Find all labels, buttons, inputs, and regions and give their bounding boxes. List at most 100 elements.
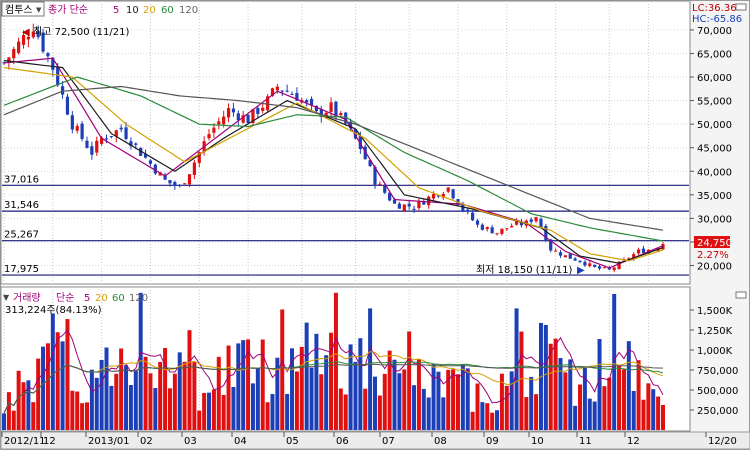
x-tick-label: 02 bbox=[140, 436, 153, 447]
candle-body bbox=[544, 225, 548, 242]
candle-body bbox=[539, 218, 543, 228]
volume-bar bbox=[45, 343, 50, 430]
candle-body bbox=[563, 255, 567, 258]
volume-bar bbox=[260, 339, 265, 430]
volume-bar bbox=[582, 367, 587, 430]
candle-body bbox=[314, 105, 319, 112]
candle-body bbox=[290, 93, 294, 95]
volume-bar bbox=[319, 374, 324, 430]
volume-y-tick-label: 250,000 bbox=[697, 406, 738, 417]
volume-bar bbox=[50, 313, 55, 430]
stock-name-box[interactable] bbox=[1, 1, 45, 17]
volume-bar bbox=[211, 389, 216, 430]
candle-body bbox=[119, 127, 123, 130]
candle-body bbox=[256, 107, 260, 114]
candle-body bbox=[373, 166, 377, 185]
candle-body bbox=[158, 172, 162, 176]
candle-body bbox=[309, 98, 314, 106]
volume-bar bbox=[558, 358, 563, 430]
candle-body bbox=[378, 183, 382, 185]
candle-body bbox=[607, 267, 611, 270]
volume-bar bbox=[353, 361, 358, 430]
candle-body bbox=[197, 152, 201, 163]
volume-bar bbox=[99, 360, 104, 430]
volume-bar bbox=[324, 355, 329, 430]
volume-bar bbox=[148, 373, 153, 430]
horizontal-levels: 37,016 31,546 25,267 17,975 bbox=[2, 174, 689, 276]
candle-body bbox=[441, 193, 445, 198]
volume-bar bbox=[416, 359, 421, 430]
candle-body bbox=[222, 116, 226, 125]
candle-body bbox=[593, 264, 597, 267]
volume-bar bbox=[36, 358, 41, 430]
candle-body bbox=[446, 187, 450, 192]
volume-bar bbox=[119, 348, 124, 430]
volume-bar bbox=[563, 372, 568, 430]
volume-bar bbox=[426, 397, 431, 430]
volume-bar bbox=[636, 360, 641, 430]
volume-bar bbox=[621, 369, 626, 430]
candle-body bbox=[431, 194, 436, 199]
volume-bar bbox=[294, 371, 299, 430]
volume-bar bbox=[197, 410, 202, 430]
x-tick-label: 05 bbox=[286, 436, 299, 447]
x-tick-label: 12 bbox=[43, 436, 56, 447]
volume-bar bbox=[363, 388, 368, 430]
volume-bar bbox=[280, 309, 285, 430]
volume-y-tick-label: 1,250K bbox=[697, 326, 733, 337]
volume-bar bbox=[412, 385, 417, 430]
volume-bar bbox=[216, 356, 221, 430]
candle-body bbox=[627, 258, 631, 260]
volume-panel-collapse-button[interactable] bbox=[735, 291, 747, 299]
candle-body bbox=[7, 57, 11, 63]
volume-bar bbox=[304, 322, 309, 430]
candle-body bbox=[392, 199, 397, 204]
y-tick-label: 45,000 bbox=[697, 144, 732, 155]
candle-body bbox=[143, 153, 148, 158]
volume-bar bbox=[80, 403, 85, 430]
volume-bar bbox=[548, 343, 553, 430]
y-tick-label: 20,000 bbox=[697, 262, 732, 273]
volume-bar bbox=[441, 397, 446, 430]
candle-body bbox=[41, 32, 45, 52]
volume-bar bbox=[402, 369, 407, 430]
candle-body bbox=[339, 113, 343, 116]
volume-bar bbox=[55, 332, 60, 430]
volume-ma-line-5 bbox=[3, 329, 664, 414]
candle-body bbox=[334, 101, 338, 116]
volume-bar bbox=[490, 412, 495, 430]
volume-bar bbox=[31, 402, 36, 430]
volume-bar bbox=[65, 319, 70, 430]
volume-bar bbox=[573, 405, 578, 430]
candle-body bbox=[549, 239, 553, 251]
x-tick-label: 07 bbox=[382, 436, 395, 447]
ma5-label: 5 bbox=[113, 5, 119, 16]
candle-body bbox=[241, 115, 245, 123]
volume-bar bbox=[597, 339, 602, 430]
y-tick-label: 55,000 bbox=[697, 97, 732, 108]
price-panel-collapse-button[interactable] bbox=[735, 3, 747, 11]
y-tick-label: 65,000 bbox=[697, 49, 732, 60]
volume-bar bbox=[84, 402, 89, 430]
low-arrow-icon: ▶ bbox=[577, 265, 585, 276]
candle-body bbox=[104, 138, 109, 140]
volume-bar bbox=[138, 292, 143, 430]
candle-body bbox=[51, 57, 55, 70]
volume-bar bbox=[607, 377, 612, 430]
volume-bar bbox=[553, 338, 558, 430]
volume-bar bbox=[128, 385, 133, 430]
right-axis-panel bbox=[690, 1, 749, 449]
candle-body bbox=[212, 127, 216, 133]
price-panel bbox=[0, 0, 691, 285]
x-tick-label: 12/20 bbox=[708, 436, 737, 447]
high-arrow-icon: ◀ bbox=[22, 27, 30, 38]
volume-bar bbox=[250, 383, 255, 430]
x-tick-label: 06 bbox=[336, 436, 349, 447]
x-tick-label: 09 bbox=[486, 436, 499, 447]
candle-body bbox=[534, 217, 538, 222]
candle-body bbox=[36, 31, 40, 38]
volume-bar bbox=[343, 394, 348, 430]
volume-bar bbox=[568, 359, 573, 430]
level-label: 37,016 bbox=[4, 174, 39, 185]
volume-bar bbox=[309, 367, 314, 430]
